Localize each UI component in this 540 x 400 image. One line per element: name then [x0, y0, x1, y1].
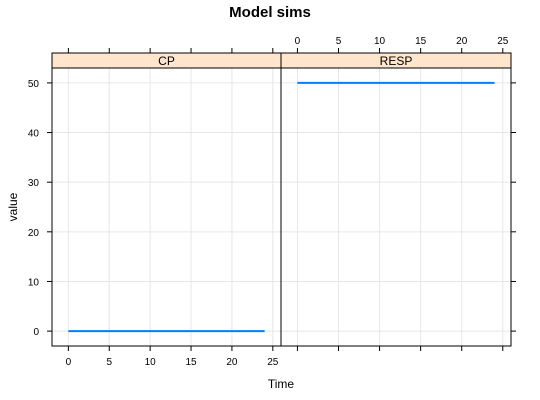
- y-tick-label: 10: [28, 277, 40, 288]
- panel-border: [280, 52, 512, 347]
- axes-layer: 0 5 10 15 20 25 0 5 10 15 20 25 0 10 20 30 40 50: [28, 36, 516, 368]
- x-tick-label: 15: [415, 36, 427, 47]
- x-tick-label: 5: [106, 357, 112, 368]
- panels-layer: CP RESP: [51, 52, 512, 347]
- x-tick-label: 5: [336, 36, 342, 47]
- strip-label: CP: [158, 54, 175, 68]
- panel-cp: CP: [51, 52, 282, 347]
- x-tick-label: 0: [66, 357, 72, 368]
- x-tick-label: 20: [226, 357, 238, 368]
- x-tick-label: 20: [456, 36, 468, 47]
- panel-resp: RESP: [280, 52, 512, 347]
- y-tick-label: 40: [28, 129, 40, 140]
- strip-label: RESP: [380, 54, 413, 68]
- x-tick-label: 25: [497, 36, 509, 47]
- x-tick-label: 15: [185, 357, 197, 368]
- y-tick-label: 0: [33, 327, 39, 338]
- x-tick-label: 25: [267, 357, 279, 368]
- panel-border: [51, 52, 282, 347]
- y-tick-label: 30: [28, 178, 40, 189]
- chart-title: Model sims: [229, 4, 311, 21]
- x-tick-label: 10: [374, 36, 386, 47]
- y-axis-label: value: [6, 192, 20, 221]
- y-tick-label: 20: [28, 228, 40, 239]
- x-tick-label: 0: [295, 36, 301, 47]
- x-tick-label: 10: [145, 357, 157, 368]
- y-tick-label: 50: [28, 79, 40, 90]
- x-axis-label: Time: [268, 377, 295, 391]
